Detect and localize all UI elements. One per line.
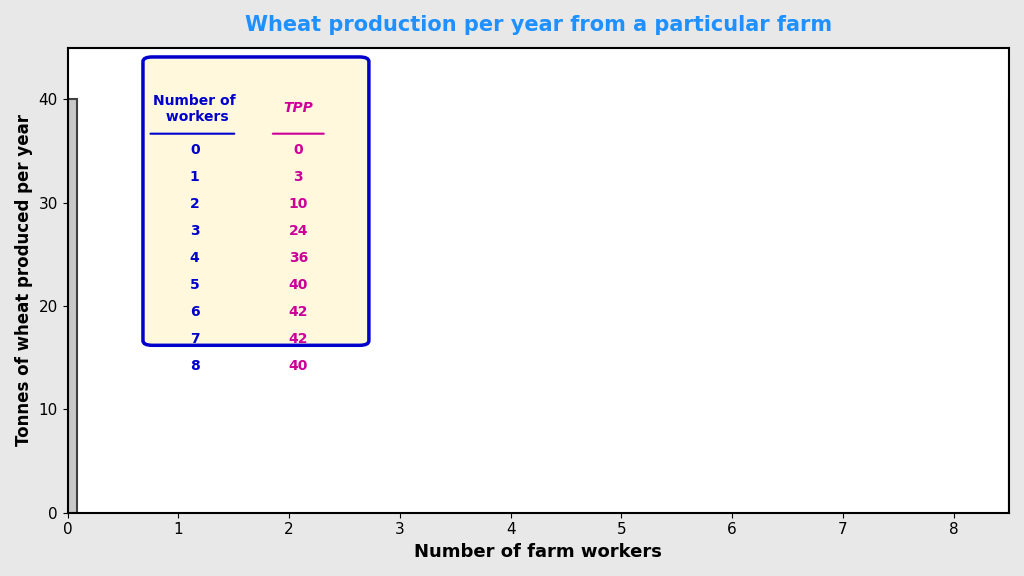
Text: 7: 7 xyxy=(189,332,200,346)
X-axis label: Number of farm workers: Number of farm workers xyxy=(415,543,663,561)
Text: TPP: TPP xyxy=(284,101,313,115)
Text: 10: 10 xyxy=(289,197,308,211)
Text: 2: 2 xyxy=(189,197,200,211)
Text: 3: 3 xyxy=(294,170,303,184)
Text: Number of
 workers: Number of workers xyxy=(154,94,237,124)
Bar xyxy=(68,99,77,513)
Text: 6: 6 xyxy=(189,305,200,319)
FancyBboxPatch shape xyxy=(143,57,369,345)
Text: 0: 0 xyxy=(189,143,200,157)
Text: 8: 8 xyxy=(189,359,200,373)
Text: 4: 4 xyxy=(189,251,200,265)
Text: 1: 1 xyxy=(189,170,200,184)
Text: 40: 40 xyxy=(289,359,308,373)
Title: Wheat production per year from a particular farm: Wheat production per year from a particu… xyxy=(245,15,831,35)
Text: 5: 5 xyxy=(189,278,200,292)
Text: 24: 24 xyxy=(289,224,308,238)
Bar xyxy=(1009,99,1018,513)
Y-axis label: Tonnes of wheat produced per year: Tonnes of wheat produced per year xyxy=(15,114,33,446)
Text: 40: 40 xyxy=(289,278,308,292)
Text: 0: 0 xyxy=(294,143,303,157)
Text: 36: 36 xyxy=(289,251,308,265)
Text: 42: 42 xyxy=(289,332,308,346)
Text: 3: 3 xyxy=(189,224,200,238)
Text: 42: 42 xyxy=(289,305,308,319)
